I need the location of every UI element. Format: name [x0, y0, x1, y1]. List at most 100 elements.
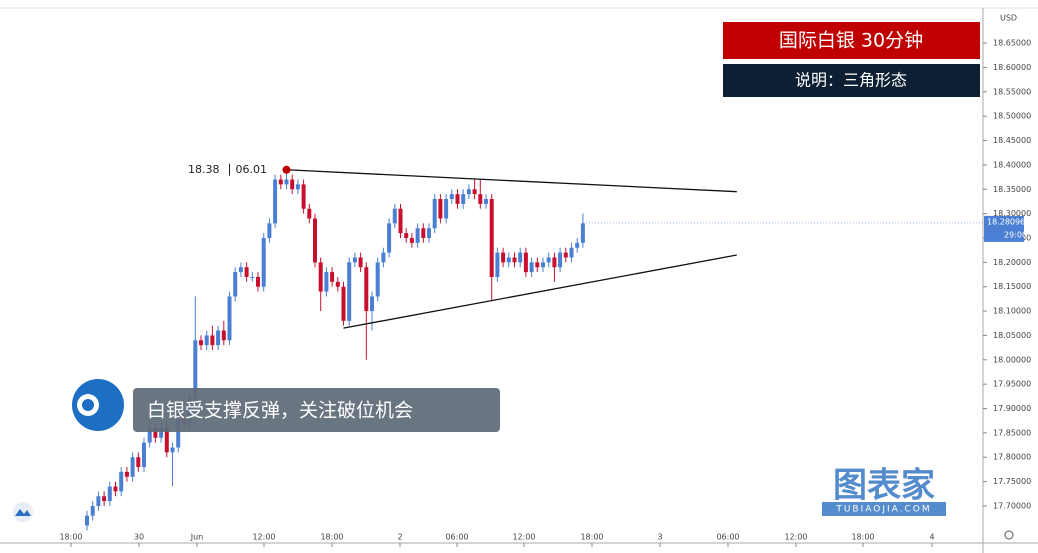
x-tick-label: 18:00: [851, 533, 874, 542]
candle-body: [489, 199, 494, 277]
currency: USD: [1000, 14, 1017, 23]
candle-body: [409, 237, 414, 243]
candle-body: [575, 242, 580, 248]
candle-body: [107, 486, 112, 502]
countdown: 29:00: [1004, 230, 1027, 239]
y-tick-label: 18.15000: [993, 282, 1031, 291]
candle-body: [170, 447, 175, 453]
x-tick-label: 18:00: [320, 533, 343, 542]
candle-body: [495, 252, 500, 277]
candle-body: [221, 330, 226, 341]
y-tick-label: 18.30000: [993, 209, 1031, 218]
candle-body: [364, 267, 369, 312]
candle-body: [552, 257, 557, 268]
candle-body: [164, 428, 169, 453]
candle-body: [398, 208, 403, 234]
candle-body: [273, 179, 278, 224]
x-tick-label: 18:00: [59, 533, 82, 542]
y-tick-label: 18.10000: [993, 307, 1031, 316]
candle-body: [227, 296, 232, 341]
candle-body: [421, 228, 426, 238]
candle-body: [461, 194, 466, 204]
y-tick-label: 17.75000: [993, 477, 1031, 486]
candle-body: [546, 257, 551, 263]
candle-body: [558, 252, 563, 268]
candle-body: [381, 252, 386, 263]
candle-body: [535, 262, 540, 268]
candle-body: [295, 184, 300, 190]
candle-body: [147, 428, 152, 443]
x-tick-label: 4: [929, 533, 934, 542]
candle-body: [290, 179, 295, 190]
candle-body: [307, 208, 312, 219]
candle-body: [375, 262, 380, 297]
settings-icon[interactable]: [1004, 530, 1014, 540]
x-tick-label: Jun: [190, 533, 204, 542]
candle-body: [250, 276, 255, 278]
candle-body: [438, 199, 443, 219]
y-tick-label: 17.95000: [993, 380, 1031, 389]
candle-body: [466, 189, 471, 195]
chart-title: 国际白银 30分钟: [779, 30, 923, 52]
candle-body: [199, 340, 203, 346]
candle-body: [455, 194, 460, 204]
candle-body: [472, 189, 477, 195]
tv-logo: [13, 502, 33, 522]
x-tick-label: 3: [657, 533, 662, 542]
watermark-site: TUBIAOJIA.COM: [835, 505, 931, 515]
y-tick-label: 18.65000: [993, 39, 1031, 48]
y-tick-label: 17.80000: [993, 453, 1031, 462]
candle-body: [523, 252, 528, 273]
candle-body: [580, 223, 585, 243]
last-price-tag: [984, 215, 1024, 242]
candle-body: [313, 218, 317, 263]
x-tick-label: 2: [397, 533, 402, 542]
candle-body: [449, 194, 454, 200]
x-tick-label: 12:00: [252, 533, 275, 542]
x-tick-label: 30: [134, 533, 144, 542]
candle-body: [415, 228, 420, 243]
candle-body: [352, 257, 357, 263]
last-price: 18.28096: [987, 217, 1025, 226]
trendline: [286, 169, 737, 193]
candle-body: [142, 442, 146, 467]
candle-body: [512, 257, 517, 263]
y-tick-label: 18.60000: [993, 63, 1031, 72]
y-tick-label: 18.45000: [993, 136, 1031, 145]
plot: [85, 169, 585, 531]
candle-body: [427, 228, 431, 238]
candle-body: [484, 199, 488, 204]
candle-body: [341, 286, 346, 321]
candle-body: [330, 272, 335, 282]
subtitle-box: [723, 64, 980, 97]
candle-body: [238, 267, 243, 273]
y-tick-label: 18.00000: [993, 355, 1031, 364]
y-tick-label: 17.85000: [993, 428, 1031, 437]
candle-body: [256, 276, 260, 287]
chart-subtitle: 说明：三角形态: [795, 71, 907, 90]
candle-body: [347, 262, 352, 321]
y-tick-label: 17.70000: [993, 501, 1031, 510]
caption-box: [133, 388, 500, 432]
candle-body: [261, 237, 266, 287]
candle-body: [318, 262, 323, 292]
candle-body: [518, 252, 523, 263]
candle-body: [124, 471, 129, 477]
candle-body: [335, 281, 340, 287]
watermark-logo: 图表家 TUBIAOJIA.COM: [822, 466, 946, 516]
x-tick-label: 06:00: [716, 533, 739, 542]
candle-body: [432, 199, 437, 229]
peak-price: 18.38: [188, 163, 220, 176]
candle-body: [392, 208, 397, 224]
y-tick-label: 18.05000: [993, 331, 1031, 340]
candle-body: [358, 257, 363, 268]
candle-body: [387, 223, 392, 253]
trendline: [343, 254, 737, 329]
y-tick-label: 18.40000: [993, 160, 1031, 169]
y-tick-label: 18.20000: [993, 258, 1031, 267]
candle-body: [563, 252, 568, 258]
candle-body: [506, 257, 511, 263]
peak-marker: [282, 165, 291, 174]
avatar-icon: [72, 379, 124, 431]
